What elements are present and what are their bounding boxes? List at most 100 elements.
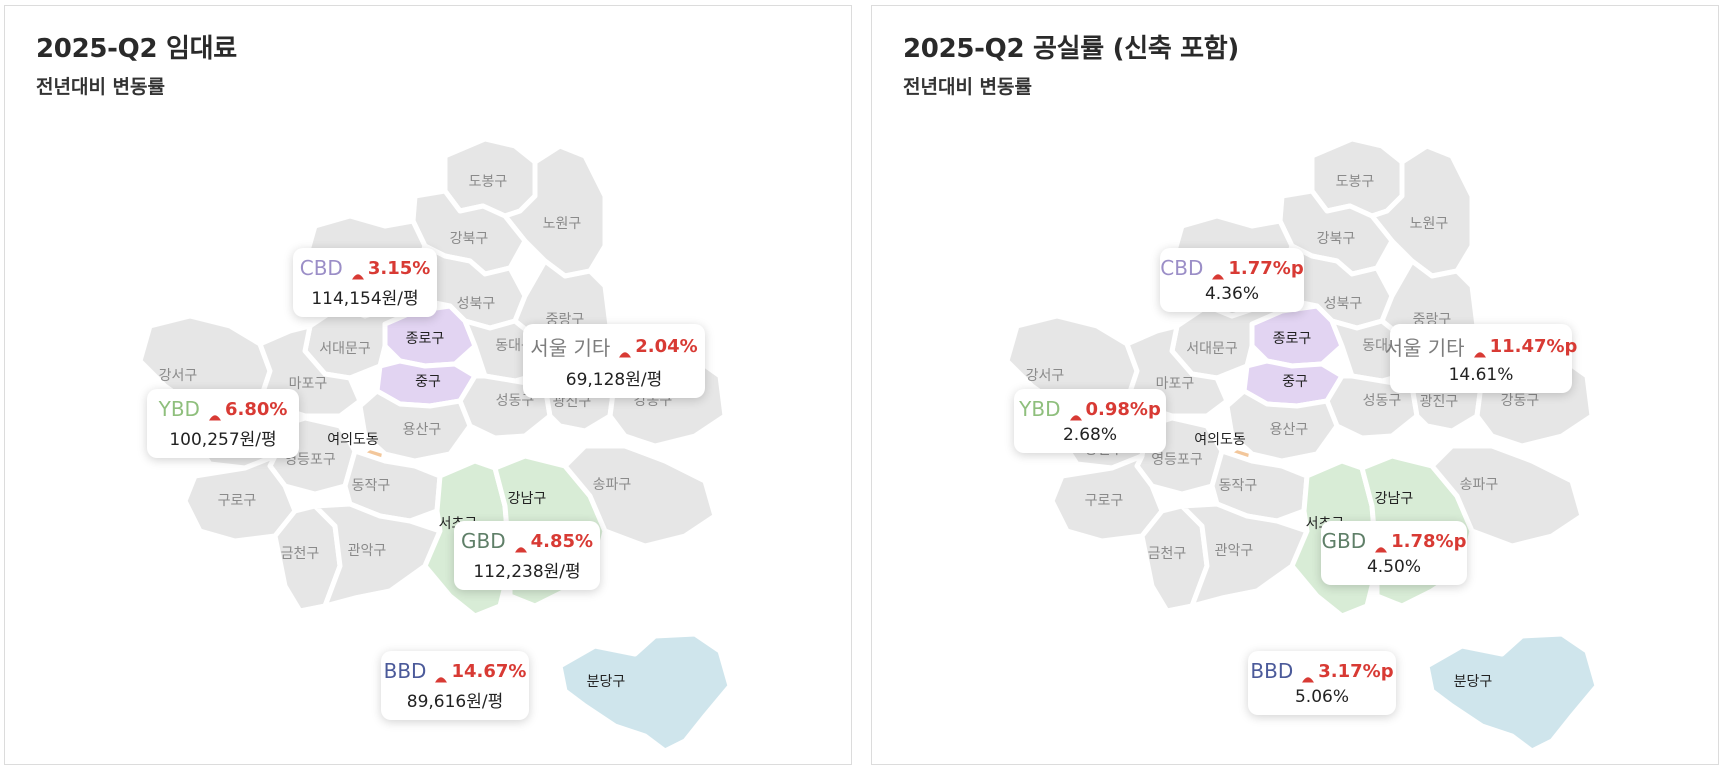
bbd-label: BBD xyxy=(383,659,427,683)
other-value: 69,128원/평 xyxy=(565,370,663,390)
district-label-gwangjin: 광진구 xyxy=(553,394,592,410)
gbd-label: GBD xyxy=(460,529,506,553)
panel-title: 2025-Q2 공실률 (신축 포함) xyxy=(903,34,1240,64)
ybd-value: 2.68% xyxy=(1062,425,1117,445)
vacancy-map-panel: 2025-Q2 공실률 (신축 포함) 전년대비 변동률 xyxy=(871,5,1719,765)
bbd-label: BBD xyxy=(1250,659,1294,683)
ybd-change: 6.80% xyxy=(208,399,287,420)
cbd-change: 1.77%p xyxy=(1211,258,1304,279)
gbd-value: 4.50% xyxy=(1366,557,1421,577)
district-label-gangdong: 강동구 xyxy=(1501,393,1540,409)
district-label-mapo: 마포구 xyxy=(1156,376,1195,392)
district-label-seongdong: 성동구 xyxy=(496,393,535,409)
district-label-bundang: 분당구 xyxy=(587,674,626,690)
other-change: 2.04% xyxy=(618,336,698,358)
district-label-nowon: 노원구 xyxy=(543,216,582,232)
ybd-callout: YBD 6.80% 100,257원/평 xyxy=(147,389,299,458)
gbd-change: 1.78%p xyxy=(1374,531,1466,552)
district-label-dobong: 도봉구 xyxy=(469,174,508,190)
district-label-yongsan: 용산구 xyxy=(1270,422,1309,438)
gbd-value: 112,238원/평 xyxy=(473,562,581,582)
district-label-yeongdeungpo: 영등포구 xyxy=(1151,452,1203,468)
bbd-callout: BBD 3.17%p 5.06% xyxy=(1248,651,1396,715)
district-label-yeouido: 여의도동 xyxy=(327,432,379,448)
bbd-callout: BBD 14.67% 89,616원/평 xyxy=(381,651,529,720)
district-label-seodaemun: 서대문구 xyxy=(319,341,371,357)
other-label: 서울 기타 xyxy=(530,336,611,360)
up-triangle-icon xyxy=(1473,342,1487,358)
district-label-dongjak: 동작구 xyxy=(1219,478,1258,494)
panel-subtitle: 전년대비 변동률 xyxy=(36,76,165,98)
district-label-dobong: 도봉구 xyxy=(1336,174,1375,190)
cbd-value: 114,154원/평 xyxy=(311,289,419,309)
other-callout: 서울 기타 11.47%p 14.61% xyxy=(1385,324,1577,393)
bbd-change: 14.67% xyxy=(434,661,526,682)
other-value: 14.61% xyxy=(1448,365,1514,385)
cbd-label: CBD xyxy=(299,256,343,280)
up-triangle-icon xyxy=(434,667,448,682)
district-label-jung: 중구 xyxy=(415,374,441,390)
ybd-change: 0.98%p xyxy=(1069,399,1161,420)
other-callout: 서울 기타 2.04% 69,128원/평 xyxy=(523,324,705,398)
up-triangle-icon xyxy=(1374,537,1388,552)
district-songpa xyxy=(562,443,718,549)
district-label-bundang: 분당구 xyxy=(1454,674,1493,690)
district-dongjak xyxy=(1209,448,1310,524)
district-label-gwangjin: 광진구 xyxy=(1420,394,1459,410)
cbd-change: 3.15% xyxy=(351,258,430,279)
district-label-jung: 중구 xyxy=(1282,374,1308,390)
up-triangle-icon xyxy=(618,342,632,358)
district-label-yeouido: 여의도동 xyxy=(1194,432,1246,448)
district-dongjak xyxy=(342,448,443,524)
up-triangle-icon xyxy=(208,405,222,420)
panel-subtitle: 전년대비 변동률 xyxy=(903,76,1032,98)
district-label-songpa: 송파구 xyxy=(1460,477,1499,493)
district-label-mapo: 마포구 xyxy=(289,376,328,392)
ybd-value: 100,257원/평 xyxy=(169,430,277,450)
district-label-seongbuk: 성북구 xyxy=(1324,296,1363,312)
district-bundang xyxy=(557,631,733,754)
district-gwanak xyxy=(1179,501,1310,609)
district-songpa xyxy=(1429,443,1585,549)
district-label-geumcheon: 금천구 xyxy=(1148,546,1187,562)
district-label-gangbuk: 강북구 xyxy=(1317,231,1356,247)
up-triangle-icon xyxy=(514,537,528,552)
district-yongsan xyxy=(357,388,473,464)
ybd-callout: YBD 0.98%p 2.68% xyxy=(1014,389,1166,453)
district-label-gangnam: 강남구 xyxy=(1375,491,1414,507)
up-triangle-icon xyxy=(1069,405,1083,420)
district-label-nowon: 노원구 xyxy=(1410,216,1449,232)
bbd-value: 89,616원/평 xyxy=(406,692,504,712)
district-label-dongjak: 동작구 xyxy=(352,478,391,494)
cbd-callout: CBD 3.15% 114,154원/평 xyxy=(293,248,437,317)
rent-map-panel: 2025-Q2 임대료 전년대비 변동률 xyxy=(4,5,852,765)
district-yongsan xyxy=(1224,388,1340,464)
up-triangle-icon xyxy=(1301,667,1315,682)
cbd-value: 4.36% xyxy=(1204,284,1259,304)
district-label-seongdong: 성동구 xyxy=(1363,393,1402,409)
bbd-value: 5.06% xyxy=(1294,687,1349,707)
district-label-jongno: 종로구 xyxy=(1273,331,1312,347)
district-label-guro: 구로구 xyxy=(1085,493,1124,509)
district-label-yongsan: 용산구 xyxy=(403,422,442,438)
district-label-gangseo: 강서구 xyxy=(159,368,198,384)
district-label-yeongdeungpo: 영등포구 xyxy=(284,452,336,468)
cbd-callout: CBD 1.77%p 4.36% xyxy=(1160,248,1304,312)
district-label-geumcheon: 금천구 xyxy=(281,546,320,562)
district-label-gwanak: 관악구 xyxy=(1215,543,1254,559)
cbd-label: CBD xyxy=(1160,256,1204,280)
district-label-jongno: 종로구 xyxy=(406,331,445,347)
panel-title: 2025-Q2 임대료 xyxy=(36,34,237,64)
district-label-gangnam: 강남구 xyxy=(508,491,547,507)
district-label-guro: 구로구 xyxy=(218,493,257,509)
district-label-gwanak: 관악구 xyxy=(348,543,387,559)
district-gwanak xyxy=(312,501,443,609)
other-change: 11.47%p xyxy=(1473,336,1577,358)
district-label-gangbuk: 강북구 xyxy=(450,231,489,247)
gbd-callout: GBD 1.78%p 4.50% xyxy=(1321,521,1467,585)
ybd-label: YBD xyxy=(158,397,200,421)
district-label-songpa: 송파구 xyxy=(593,477,632,493)
district-label-seodaemun: 서대문구 xyxy=(1186,341,1238,357)
district-label-seongbuk: 성북구 xyxy=(457,296,496,312)
district-bundang xyxy=(1424,631,1600,754)
